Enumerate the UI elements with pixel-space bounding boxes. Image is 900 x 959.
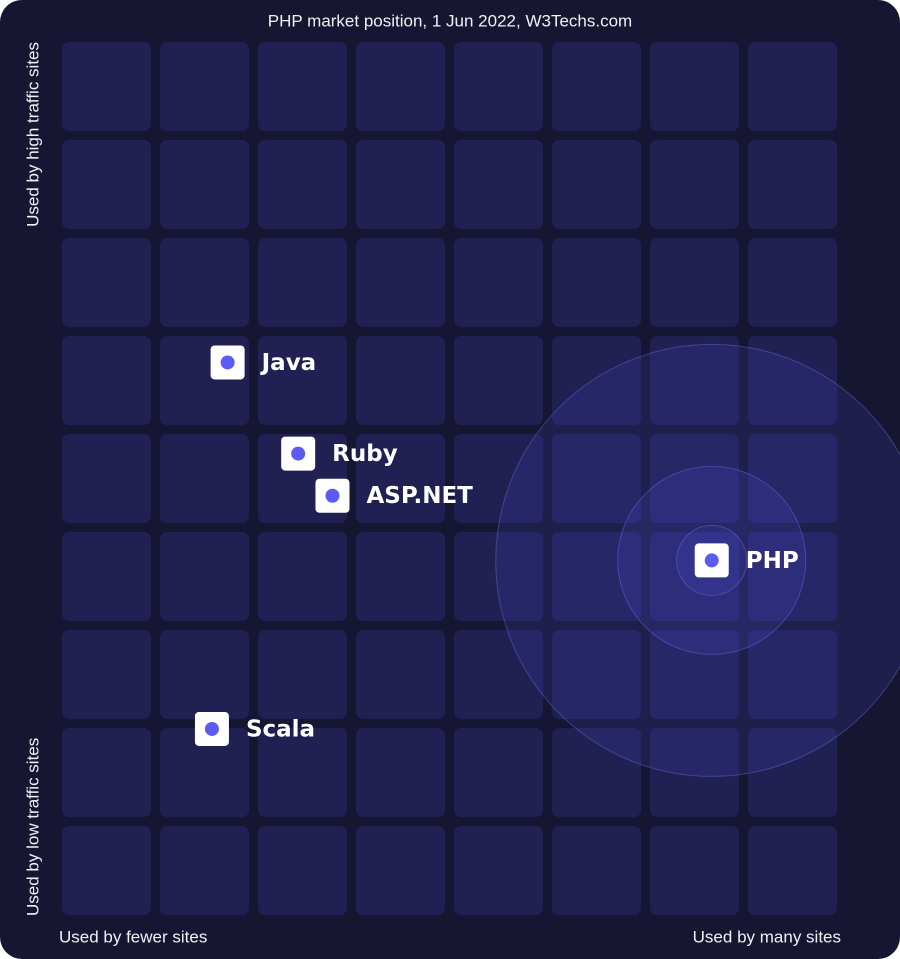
grid-cell: [160, 630, 249, 719]
grid-cell: [258, 532, 347, 621]
grid-cell: [552, 42, 641, 131]
grid-cell: [258, 336, 347, 425]
grid-cell: [356, 140, 445, 229]
grid-cell: [748, 532, 837, 621]
points: Java Ruby ASP.NET PHP Scala: [194, 345, 799, 746]
grid-cell: [552, 238, 641, 327]
y-label-bottom: Used by low traffic sites: [23, 738, 42, 916]
chart-title: PHP market position, 1 Jun 2022, W3Techs…: [268, 11, 632, 30]
grid-cell: [258, 42, 347, 131]
grid-cell: [552, 434, 641, 523]
grid-cell: [62, 434, 151, 523]
grid-cell: [552, 728, 641, 817]
grid-cell: [62, 238, 151, 327]
point-label: PHP: [746, 548, 799, 574]
grid-cell: [552, 630, 641, 719]
point-dot: [325, 488, 340, 503]
grid-cell: [650, 42, 739, 131]
grid-cell: [356, 336, 445, 425]
grid-cell: [552, 826, 641, 915]
grid-cell: [650, 728, 739, 817]
point-dot: [704, 553, 719, 568]
y-label-top: Used by high traffic sites: [23, 42, 42, 227]
x-label-left: Used by fewer sites: [59, 927, 207, 946]
grid-cell: [650, 826, 739, 915]
point-dot: [220, 355, 235, 370]
point: [194, 711, 229, 746]
grid-cell: [748, 238, 837, 327]
grid-cell: [356, 728, 445, 817]
x-label-right: Used by many sites: [693, 927, 841, 946]
point-label: Java: [260, 350, 317, 376]
grid-cell: [552, 140, 641, 229]
grid-cell: [160, 140, 249, 229]
point: [694, 543, 729, 578]
grid-cell: [356, 532, 445, 621]
grid-cell: [454, 140, 543, 229]
grid-cell: [454, 826, 543, 915]
grid: [62, 42, 837, 915]
grid-cell: [748, 434, 837, 523]
grid-cell: [62, 630, 151, 719]
grid-cell: [650, 140, 739, 229]
grid-cell: [650, 238, 739, 327]
grid-cell: [454, 434, 543, 523]
grid-cell: [748, 826, 837, 915]
grid-cell: [62, 42, 151, 131]
point: [210, 345, 245, 380]
grid-cell: [62, 728, 151, 817]
grid-cell: [748, 42, 837, 131]
grid-cell: [356, 42, 445, 131]
grid-cell: [552, 532, 641, 621]
grid-cell: [454, 238, 543, 327]
grid-cell: [160, 728, 249, 817]
grid-cell: [258, 728, 347, 817]
grid-cell: [454, 42, 543, 131]
grid-cell: [258, 630, 347, 719]
grid-cell: [258, 826, 347, 915]
grid-cell: [748, 630, 837, 719]
grid-cell: [62, 826, 151, 915]
grid-cell: [454, 336, 543, 425]
grid-cell: [748, 336, 837, 425]
grid-cell: [62, 532, 151, 621]
grid-cell: [748, 140, 837, 229]
grid-cell: [356, 434, 445, 523]
grid-cell: [650, 434, 739, 523]
grid-cell: [258, 140, 347, 229]
grid-cell: [160, 532, 249, 621]
grid-cell: [62, 336, 151, 425]
grid-cell: [454, 728, 543, 817]
grid-cell: [356, 630, 445, 719]
point-dot: [204, 721, 219, 736]
grid-cell: [650, 630, 739, 719]
grid-cell: [356, 238, 445, 327]
point: [281, 436, 316, 471]
point-label: Ruby: [332, 441, 398, 467]
point-dot: [291, 446, 306, 461]
point-label: Scala: [246, 716, 315, 742]
grid-cell: [454, 630, 543, 719]
grid-cell: [62, 140, 151, 229]
grid-cell: [160, 826, 249, 915]
grid-cell: [552, 336, 641, 425]
point-label: ASP.NET: [366, 483, 473, 509]
grid-cell: [258, 238, 347, 327]
grid-cell: [160, 42, 249, 131]
grid-cell: [160, 434, 249, 523]
grid-cell: [650, 336, 739, 425]
grid-cell: [356, 826, 445, 915]
grid-cell: [748, 728, 837, 817]
point: [315, 478, 350, 513]
grid-cell: [160, 238, 249, 327]
grid-cell: [454, 532, 543, 621]
